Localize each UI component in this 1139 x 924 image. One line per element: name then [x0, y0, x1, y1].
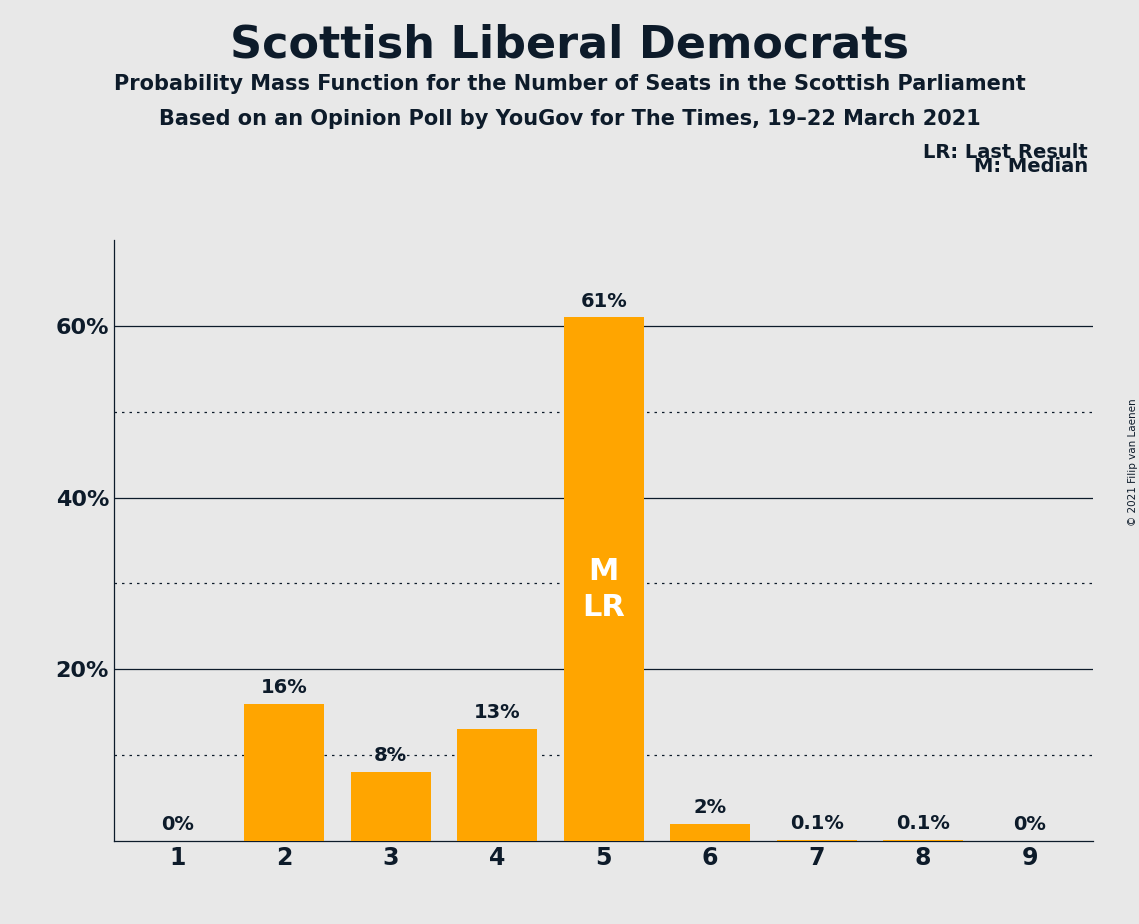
Bar [457, 729, 538, 841]
Bar [670, 823, 751, 841]
Bar [351, 772, 431, 841]
Text: M
LR: M LR [582, 557, 625, 622]
Text: Scottish Liberal Democrats: Scottish Liberal Democrats [230, 23, 909, 67]
Text: 0.1%: 0.1% [896, 814, 950, 833]
Text: 0%: 0% [162, 815, 195, 834]
Text: 16%: 16% [261, 677, 308, 697]
Text: 61%: 61% [580, 292, 628, 310]
Text: 2%: 2% [694, 797, 727, 817]
Text: 8%: 8% [375, 747, 408, 765]
Bar [245, 703, 325, 841]
Text: Probability Mass Function for the Number of Seats in the Scottish Parliament: Probability Mass Function for the Number… [114, 74, 1025, 94]
Text: 0%: 0% [1013, 815, 1046, 834]
Text: LR: Last Result: LR: Last Result [923, 143, 1088, 163]
Text: 0.1%: 0.1% [789, 814, 844, 833]
Text: M: Median: M: Median [974, 157, 1088, 176]
Bar [564, 318, 644, 841]
Text: © 2021 Filip van Laenen: © 2021 Filip van Laenen [1129, 398, 1138, 526]
Text: 13%: 13% [474, 703, 521, 723]
Text: Based on an Opinion Poll by YouGov for The Times, 19–22 March 2021: Based on an Opinion Poll by YouGov for T… [158, 109, 981, 129]
